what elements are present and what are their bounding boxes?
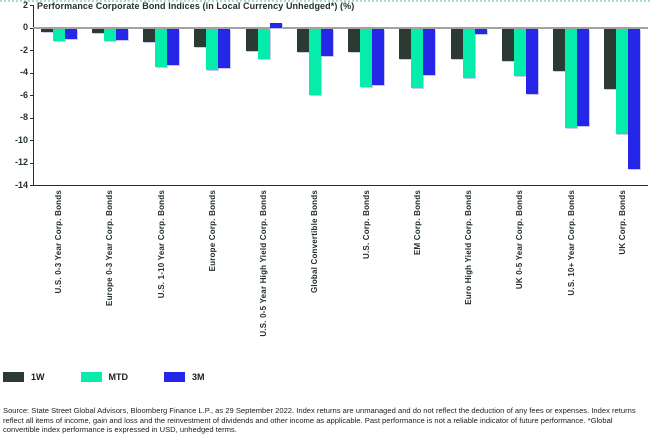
y-axis-tick-label: -4 [19, 67, 28, 77]
bar-3m [474, 28, 487, 35]
legend-item-1w: 1W [3, 372, 45, 382]
bar-1w [450, 28, 463, 59]
bar-3m [372, 28, 385, 85]
x-axis-category-cell: U.S. 10+ Year Corp. Bonds [546, 190, 597, 368]
x-axis-category-cell: Europe 0-3 Year Corp. Bonds [84, 190, 135, 368]
legend-swatch [3, 372, 24, 382]
x-axis-category-label: UK Corp. Bonds [617, 190, 627, 255]
bar-mtd [308, 28, 321, 95]
dotted-top-border [0, 0, 650, 2]
legend-item-3m: 3M [164, 372, 205, 382]
y-axis-tick-label: -14 [14, 179, 28, 190]
x-axis-category-cell: UK 0-5 Year Corp. Bonds [494, 190, 545, 368]
chart-title: Performance Corporate Bond Indices (in L… [37, 1, 355, 11]
bar-3m [218, 28, 231, 68]
y-axis-tick-mark [30, 117, 33, 119]
x-axis-category-label: EM Corp. Bonds [412, 190, 422, 256]
x-axis-category-cell: Global Convertible Bonds [289, 190, 340, 368]
x-axis-category-cell: U.S. 0-5 Year High Yield Corp. Bonds [238, 190, 289, 368]
bar-3m [628, 28, 641, 170]
x-axis-category-cell: U.S. Corp. Bonds [341, 190, 392, 368]
bar-3m [423, 28, 436, 75]
source-footnote: Source: State Street Global Advisors, Bl… [3, 406, 636, 435]
y-axis-tick-mark [30, 140, 33, 141]
bar-1w [194, 28, 207, 47]
x-axis-category-label: U.S. 0-5 Year High Yield Corp. Bonds [259, 190, 269, 337]
bar-mtd [257, 28, 270, 59]
bar-3m [167, 28, 180, 65]
x-axis-spine [33, 185, 648, 186]
bar-1w [604, 28, 617, 90]
bar-1w [40, 28, 53, 32]
bar-mtd [103, 28, 116, 41]
x-axis-category-cell: EM Corp. Bonds [392, 190, 443, 368]
bar-mtd [155, 28, 168, 67]
legend-swatch [164, 372, 185, 382]
y-axis-tick-label: -12 [14, 157, 28, 167]
bar-mtd [206, 28, 219, 71]
y-axis-tick-label: -10 [14, 134, 28, 145]
y-axis-tick-mark [30, 185, 33, 186]
y-axis-tick-mark [30, 27, 33, 29]
bar-3m [115, 28, 128, 40]
x-axis-category-label: Europe 0-3 Year Corp. Bonds [105, 190, 115, 306]
bar-mtd [616, 28, 629, 135]
legend-swatch [80, 372, 102, 382]
bar-1w [245, 28, 258, 51]
y-axis-tick-mark [30, 162, 33, 164]
bar-1w [143, 28, 156, 42]
x-axis-category-label: UK 0-5 Year Corp. Bonds [515, 190, 525, 290]
bar-mtd [565, 28, 578, 128]
x-axis-category-label: U.S. 1-10 Year Corp. Bonds [156, 190, 166, 299]
bar-mtd [411, 28, 424, 89]
x-axis-category-cell: Europe Corp. Bonds [187, 190, 238, 368]
bar-1w [91, 28, 104, 33]
bar-1w [399, 28, 412, 59]
x-axis-category-label: U.S. 10+ Year Corp. Bonds [566, 190, 576, 296]
y-axis-tick-label: 0 [22, 22, 28, 32]
bar-mtd [52, 28, 65, 41]
legend-label: 3M [192, 372, 205, 382]
x-axis-category-label: U.S. 0-3 Year Corp. Bonds [54, 190, 64, 294]
bar-3m [320, 28, 333, 56]
bar-1w [348, 28, 361, 53]
x-axis-category-cell: U.S. 0-3 Year Corp. Bonds [33, 190, 84, 368]
x-axis-category-cell: Euro High Yield Corp. Bonds [443, 190, 494, 368]
zero-baseline [33, 26, 648, 29]
y-axis-tick-label: 2 [22, 0, 28, 10]
x-axis-category-cell: UK Corp. Bonds [597, 190, 648, 368]
legend-label: MTD [108, 372, 129, 382]
bar-3m [577, 28, 590, 127]
x-axis-category-cell: U.S. 1-10 Year Corp. Bonds [136, 190, 187, 368]
bar-3m [269, 23, 282, 28]
y-axis-tick-mark [30, 72, 33, 74]
y-axis-tick-label: -8 [19, 112, 28, 122]
bar-mtd [513, 28, 526, 76]
x-axis-category-label: Global Convertible Bonds [310, 190, 320, 294]
y-axis-tick-label: -6 [19, 89, 28, 100]
legend-item-mtd: MTD [80, 372, 129, 382]
y-axis-tick-mark [30, 5, 33, 6]
y-axis-tick-label: -2 [19, 44, 28, 55]
y-axis-tick-mark [30, 95, 33, 96]
y-axis-tick-mark [30, 50, 33, 51]
x-axis-category-label: Europe Corp. Bonds [207, 190, 217, 272]
bar-1w [296, 28, 309, 53]
bar-3m [525, 28, 538, 94]
bar-1w [553, 28, 566, 72]
x-axis-category-label: Euro High Yield Corp. Bonds [464, 190, 474, 305]
bar-mtd [462, 28, 475, 78]
bar-3m [64, 28, 77, 39]
legend: 1W MTD 3M [3, 372, 241, 382]
y-axis-spine [33, 5, 34, 185]
legend-label: 1W [31, 372, 45, 382]
x-axis-category-label: U.S. Corp. Bonds [361, 190, 371, 259]
bar-mtd [360, 28, 373, 87]
bar-1w [501, 28, 514, 62]
